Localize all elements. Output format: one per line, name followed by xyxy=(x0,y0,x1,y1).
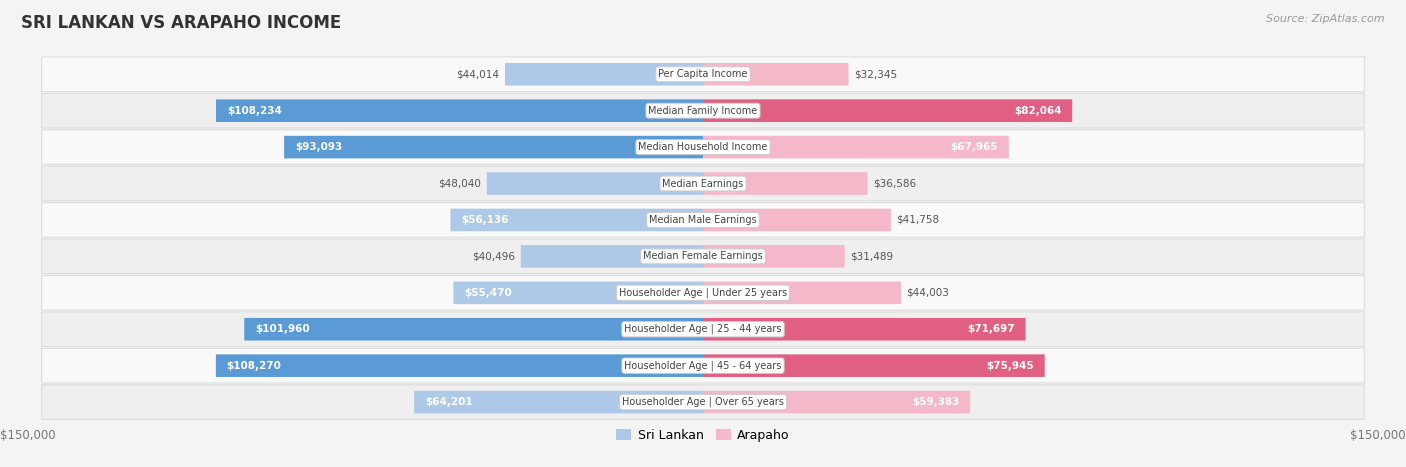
FancyBboxPatch shape xyxy=(42,276,1364,310)
Text: $64,201: $64,201 xyxy=(425,397,472,407)
FancyBboxPatch shape xyxy=(703,63,849,85)
FancyBboxPatch shape xyxy=(703,245,845,268)
FancyBboxPatch shape xyxy=(703,354,1045,377)
Text: Householder Age | Over 65 years: Householder Age | Over 65 years xyxy=(621,397,785,407)
Text: $36,586: $36,586 xyxy=(873,178,917,189)
FancyBboxPatch shape xyxy=(486,172,703,195)
FancyBboxPatch shape xyxy=(703,99,1073,122)
FancyBboxPatch shape xyxy=(42,166,1364,201)
Text: Householder Age | 25 - 44 years: Householder Age | 25 - 44 years xyxy=(624,324,782,334)
FancyBboxPatch shape xyxy=(703,318,1025,340)
Text: $32,345: $32,345 xyxy=(853,69,897,79)
Text: $44,003: $44,003 xyxy=(907,288,949,298)
Text: $55,470: $55,470 xyxy=(464,288,512,298)
Text: $40,496: $40,496 xyxy=(472,251,516,262)
FancyBboxPatch shape xyxy=(703,172,868,195)
FancyBboxPatch shape xyxy=(415,391,703,413)
Text: Householder Age | 45 - 64 years: Householder Age | 45 - 64 years xyxy=(624,361,782,371)
FancyBboxPatch shape xyxy=(520,245,703,268)
Text: SRI LANKAN VS ARAPAHO INCOME: SRI LANKAN VS ARAPAHO INCOME xyxy=(21,14,342,32)
Text: Median Female Earnings: Median Female Earnings xyxy=(643,251,763,262)
FancyBboxPatch shape xyxy=(505,63,703,85)
FancyBboxPatch shape xyxy=(42,130,1364,164)
Legend: Sri Lankan, Arapaho: Sri Lankan, Arapaho xyxy=(612,424,794,447)
Text: $101,960: $101,960 xyxy=(254,324,309,334)
Text: $67,965: $67,965 xyxy=(950,142,998,152)
Text: Median Family Income: Median Family Income xyxy=(648,106,758,116)
FancyBboxPatch shape xyxy=(42,93,1364,128)
FancyBboxPatch shape xyxy=(42,203,1364,237)
Text: Median Household Income: Median Household Income xyxy=(638,142,768,152)
FancyBboxPatch shape xyxy=(703,136,1008,158)
Text: $31,489: $31,489 xyxy=(851,251,893,262)
Text: $41,758: $41,758 xyxy=(896,215,939,225)
Text: $48,040: $48,040 xyxy=(439,178,481,189)
Text: Source: ZipAtlas.com: Source: ZipAtlas.com xyxy=(1267,14,1385,24)
FancyBboxPatch shape xyxy=(703,209,891,231)
FancyBboxPatch shape xyxy=(42,348,1364,383)
Text: $108,270: $108,270 xyxy=(226,361,281,371)
Text: Householder Age | Under 25 years: Householder Age | Under 25 years xyxy=(619,288,787,298)
Text: Median Male Earnings: Median Male Earnings xyxy=(650,215,756,225)
FancyBboxPatch shape xyxy=(245,318,703,340)
FancyBboxPatch shape xyxy=(703,391,970,413)
Text: $71,697: $71,697 xyxy=(967,324,1015,334)
FancyBboxPatch shape xyxy=(217,99,703,122)
FancyBboxPatch shape xyxy=(450,209,703,231)
Text: $59,383: $59,383 xyxy=(912,397,959,407)
Text: Median Earnings: Median Earnings xyxy=(662,178,744,189)
FancyBboxPatch shape xyxy=(42,312,1364,347)
Text: $56,136: $56,136 xyxy=(461,215,509,225)
Text: $44,014: $44,014 xyxy=(457,69,499,79)
FancyBboxPatch shape xyxy=(42,385,1364,419)
FancyBboxPatch shape xyxy=(453,282,703,304)
FancyBboxPatch shape xyxy=(703,282,901,304)
Text: $93,093: $93,093 xyxy=(295,142,342,152)
Text: $75,945: $75,945 xyxy=(986,361,1033,371)
Text: $82,064: $82,064 xyxy=(1014,106,1062,116)
Text: $108,234: $108,234 xyxy=(226,106,281,116)
FancyBboxPatch shape xyxy=(42,239,1364,274)
FancyBboxPatch shape xyxy=(42,57,1364,92)
FancyBboxPatch shape xyxy=(217,354,703,377)
FancyBboxPatch shape xyxy=(284,136,703,158)
Text: Per Capita Income: Per Capita Income xyxy=(658,69,748,79)
